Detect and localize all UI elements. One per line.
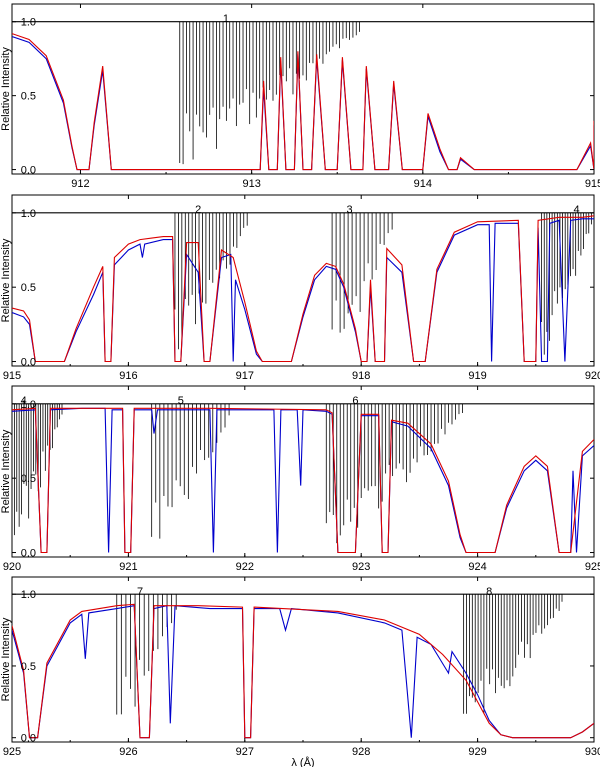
x-tick-label: 924 xyxy=(468,561,486,573)
y-axis-label: Relative Intensity xyxy=(0,238,12,322)
y-tick-label: 0.0 xyxy=(21,165,36,177)
plot-area xyxy=(12,403,594,554)
y-tick-label: 0.5 xyxy=(21,282,36,294)
y-tick-label: 0.0 xyxy=(21,733,36,745)
x-tick-label: 920 xyxy=(3,561,21,573)
x-tick-label: 926 xyxy=(119,746,137,758)
plot-area xyxy=(12,212,594,363)
x-tick-label: 922 xyxy=(236,561,254,573)
plot-area xyxy=(12,21,594,171)
region-annotation: 1 xyxy=(223,13,229,25)
region-annotation: 6 xyxy=(352,395,358,407)
y-tick-label: 1.0 xyxy=(21,208,36,220)
x-tick-label: 915 xyxy=(3,370,21,382)
y-axis-label: Relative Intensity xyxy=(0,47,12,131)
plot-area xyxy=(12,593,594,739)
region-annotation: 3 xyxy=(346,204,352,216)
series-line-3 xyxy=(12,33,594,171)
x-tick-label: 925 xyxy=(3,746,21,758)
y-tick-label: 0.5 xyxy=(21,91,36,103)
x-tick-label: 923 xyxy=(352,561,370,573)
series-line-2 xyxy=(12,407,594,554)
region-annotation: 5 xyxy=(178,395,184,407)
series-line-3 xyxy=(12,407,594,554)
panel-1: 912 913 914 915 0.0 0.5 1.0 Relative Intensity 1 xyxy=(0,3,600,190)
region-annotation: 2 xyxy=(195,204,201,216)
y-axis-label: Relative Intensity xyxy=(0,617,12,701)
x-tick-label: 919 xyxy=(468,370,486,382)
y-tick-label: 0.0 xyxy=(21,548,36,560)
y-tick-label: 1.0 xyxy=(21,589,36,601)
series-line-3 xyxy=(12,215,594,363)
plot-frame xyxy=(11,3,595,175)
region-annotation: 8 xyxy=(486,586,492,598)
y-tick-label: 0.5 xyxy=(21,661,36,673)
panel-4: 925 926 927 928 929 930 0.0 0.5 1.0 Relative Inte… xyxy=(0,576,600,767)
x-tick-label: 920 xyxy=(585,370,600,382)
x-tick-label: 917 xyxy=(236,370,254,382)
x-tick-label: 925 xyxy=(585,561,600,573)
x-tick-label: 916 xyxy=(119,370,137,382)
x-tick-label: 928 xyxy=(352,746,370,758)
region-annotation: 4 xyxy=(573,204,579,216)
panel-2: 915 916 917 918 919 920 0.0 0.5 1.0 Relative Inte… xyxy=(0,194,600,382)
x-tick-label: 913 xyxy=(242,178,260,190)
x-tick-label: 930 xyxy=(585,746,600,758)
series-line-3 xyxy=(12,603,594,739)
panel-3: 920 921 922 923 924 925 0.0 0.5 1.0 Relative Inte… xyxy=(0,385,600,573)
x-tick-label: 921 xyxy=(119,561,137,573)
y-tick-label: 0.0 xyxy=(21,357,36,369)
x-tick-label: 912 xyxy=(71,178,89,190)
x-axis-label: λ (Å) xyxy=(291,756,314,767)
series-line-2 xyxy=(12,218,594,363)
x-tick-label: 927 xyxy=(236,746,254,758)
region-annotation: 4 xyxy=(21,395,27,407)
y-axis-label: Relative Intensity xyxy=(0,429,12,513)
region-annotation: 7 xyxy=(137,586,143,598)
x-tick-label: 929 xyxy=(468,746,486,758)
y-tick-label: 1.0 xyxy=(21,399,36,411)
y-tick-label: 1.0 xyxy=(21,17,36,29)
x-tick-label: 918 xyxy=(352,370,370,382)
x-tick-label: 915 xyxy=(585,178,600,190)
x-tick-label: 914 xyxy=(414,178,432,190)
y-tick-label: 0.5 xyxy=(21,473,36,485)
